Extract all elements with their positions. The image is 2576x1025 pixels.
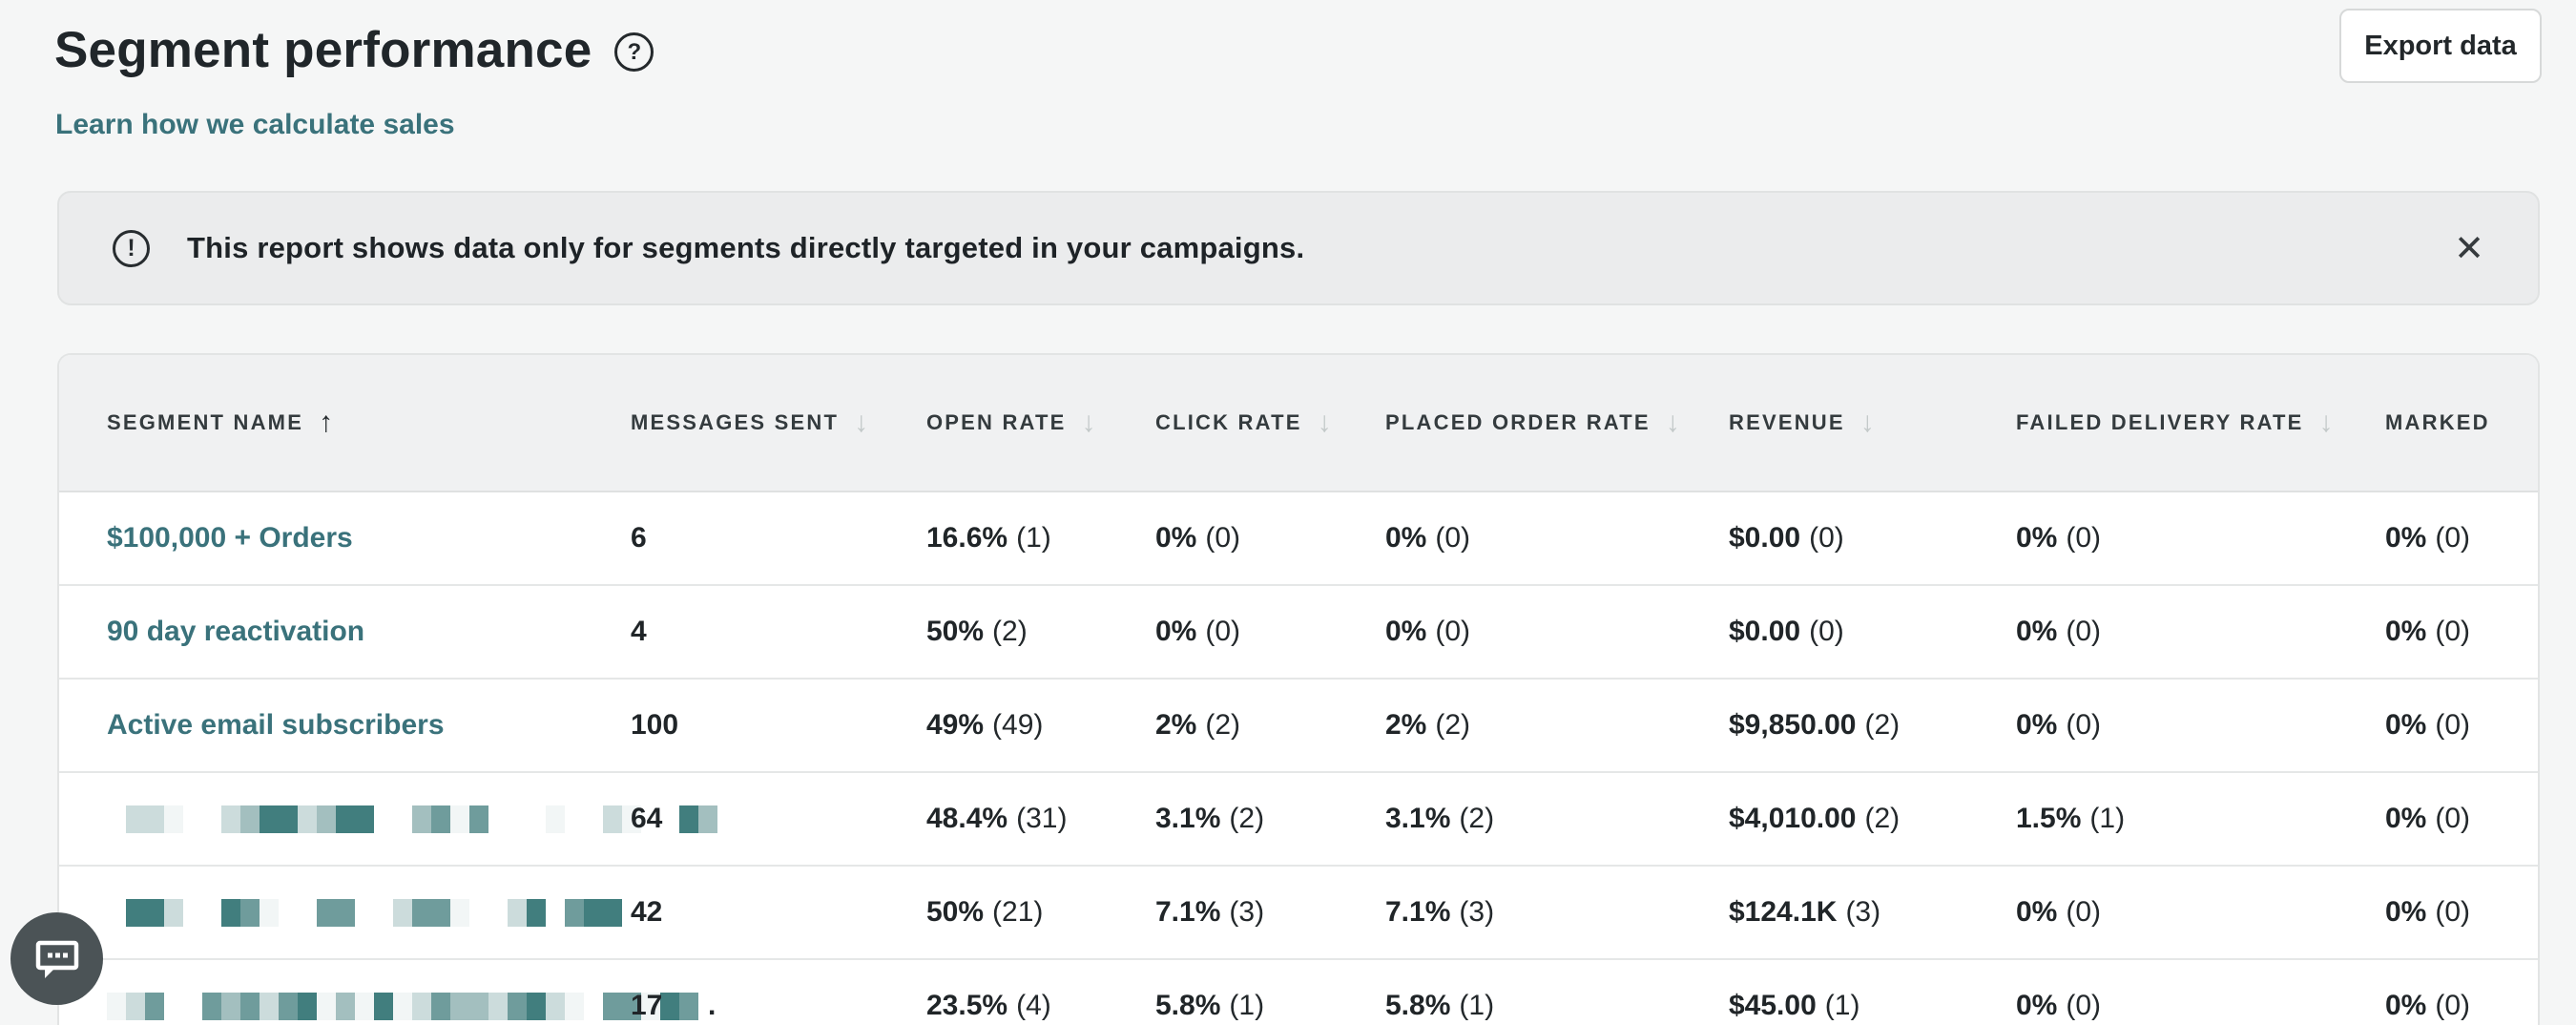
- open-rate-cell: 49% (49): [926, 709, 1044, 741]
- click-rate-cell: 3.1% (2): [1155, 803, 1265, 834]
- segment-name-cell: .: [59, 990, 716, 1022]
- column-header-label: OPEN RATE: [926, 410, 1067, 434]
- open-rate-cell: 16.6% (1): [926, 522, 1051, 554]
- column-header-label: PLACED ORDER RATE: [1385, 410, 1651, 434]
- column-header-revenue[interactable]: REVENUE ↓: [1729, 408, 2016, 437]
- column-header-label: MESSAGES SENT: [631, 410, 840, 434]
- failed-delivery-rate-cell: 0% (0): [2016, 616, 2102, 647]
- column-header-open-rate[interactable]: OPEN RATE ↓: [926, 408, 1155, 437]
- placed-order-rate-cell: 3.1% (2): [1385, 803, 1495, 834]
- export-data-button[interactable]: Export data: [2339, 9, 2542, 83]
- revenue-cell: $45.00 (1): [1729, 990, 1860, 1021]
- open-rate-cell: 48.4% (31): [926, 803, 1068, 834]
- table-row: 42 50% (21) 7.1% (3) 7.1% (3) $124.1K (3) 0% (0) 0%…: [59, 867, 2538, 960]
- column-header-segment-name[interactable]: SEGMENT NAME ↑: [59, 408, 631, 437]
- messages-sent-cell: 4: [631, 616, 647, 647]
- segment-name-cell: Active email subscribers: [59, 709, 631, 742]
- segment-performance-table: SEGMENT NAME ↑ MESSAGES SENT ↓ OPEN RATE ↓ CLI…: [57, 353, 2540, 1025]
- column-header-label: FAILED DELIVERY RATE: [2016, 410, 2304, 434]
- sort-arrow-down-icon: ↓: [1665, 407, 1682, 438]
- segment-name-link[interactable]: 90 day reactivation: [107, 616, 365, 647]
- segment-name-suffix: .: [708, 990, 717, 1021]
- placed-order-rate-cell: 0% (0): [1385, 522, 1471, 554]
- messages-sent-cell: 17: [631, 990, 663, 1021]
- click-rate-cell: 0% (0): [1155, 522, 1241, 554]
- column-header-failed-delivery-rate[interactable]: FAILED DELIVERY RATE ↓: [2016, 408, 2385, 437]
- chat-bubble-icon: [35, 940, 78, 978]
- table-row: Active email subscribers 100 49% (49) 2% (2) 2…: [59, 680, 2538, 773]
- segment-name-cell: 90 day reactivation: [59, 616, 631, 648]
- placed-order-rate-cell: 2% (2): [1385, 709, 1471, 741]
- sort-arrow-down-icon: ↓: [1859, 407, 1877, 438]
- page-title: Segment performance ?: [54, 21, 654, 79]
- marked-cell: 0% (0): [2385, 522, 2471, 554]
- failed-delivery-rate-cell: 0% (0): [2016, 896, 2102, 928]
- open-rate-cell: 50% (21): [926, 896, 1044, 928]
- sort-arrow-down-icon: ↓: [2318, 407, 2336, 438]
- revenue-cell: $124.1K (3): [1729, 896, 1881, 928]
- segment-name-cell: [59, 805, 717, 833]
- sort-arrow-up-icon: ↑: [319, 407, 336, 438]
- table-row: . 17 23.5% (4) 5.8% (1) 5.8% (1) $45.00 (1) 0% (0) 0…: [59, 960, 2538, 1025]
- failed-delivery-rate-cell: 0% (0): [2016, 709, 2102, 741]
- close-icon[interactable]: ✕: [2442, 221, 2496, 275]
- sort-arrow-down-icon: ↓: [854, 407, 871, 438]
- alert-icon: !: [113, 229, 150, 267]
- column-header-messages-sent[interactable]: MESSAGES SENT ↓: [631, 408, 926, 437]
- failed-delivery-rate-cell: 0% (0): [2016, 522, 2102, 554]
- placed-order-rate-cell: 0% (0): [1385, 616, 1471, 647]
- revenue-cell: $0.00 (0): [1729, 616, 1844, 647]
- revenue-cell: $0.00 (0): [1729, 522, 1844, 554]
- column-header-placed-order-rate[interactable]: PLACED ORDER RATE ↓: [1385, 408, 1729, 437]
- sort-arrow-down-icon: ↓: [1317, 407, 1334, 438]
- learn-how-link[interactable]: Learn how we calculate sales: [55, 109, 455, 140]
- placed-order-rate-cell: 7.1% (3): [1385, 896, 1495, 928]
- table-header-row: SEGMENT NAME ↑ MESSAGES SENT ↓ OPEN RATE ↓ CLI…: [59, 355, 2538, 492]
- click-rate-cell: 2% (2): [1155, 709, 1241, 741]
- click-rate-cell: 0% (0): [1155, 616, 1241, 647]
- table-row: $100,000 + Orders 6 16.6% (1) 0% (0) 0% (0) $0.0…: [59, 492, 2538, 586]
- redacted-segment-name[interactable]: [107, 805, 717, 833]
- messages-sent-cell: 6: [631, 522, 647, 554]
- table-body: $100,000 + Orders 6 16.6% (1) 0% (0) 0% (0) $0.0…: [59, 492, 2538, 1025]
- column-header-click-rate[interactable]: CLICK RATE ↓: [1155, 408, 1385, 437]
- column-header-label: SEGMENT NAME: [107, 410, 304, 434]
- column-header-label: MARKED: [2385, 410, 2490, 434]
- open-rate-cell: 50% (2): [926, 616, 1028, 647]
- sort-arrow-down-icon: ↓: [1081, 407, 1098, 438]
- messages-sent-cell: 100: [631, 709, 679, 741]
- marked-cell: 0% (0): [2385, 616, 2471, 647]
- revenue-cell: $4,010.00 (2): [1729, 803, 1901, 834]
- chat-fab-button[interactable]: [10, 912, 103, 1005]
- redacted-segment-name[interactable]: [107, 898, 622, 927]
- messages-sent-cell: 64: [631, 803, 663, 834]
- column-header-label: REVENUE: [1729, 410, 1845, 434]
- click-rate-cell: 7.1% (3): [1155, 896, 1265, 928]
- table-row: 64 48.4% (31) 3.1% (2) 3.1% (2) $4,010.00 (2) 1.5…: [59, 773, 2538, 867]
- failed-delivery-rate-cell: 1.5% (1): [2016, 803, 2126, 834]
- click-rate-cell: 5.8% (1): [1155, 990, 1265, 1021]
- segment-name-link[interactable]: Active email subscribers: [107, 709, 445, 741]
- banner-text: This report shows data only for segments…: [187, 231, 1305, 264]
- revenue-cell: $9,850.00 (2): [1729, 709, 1901, 741]
- segment-name-cell: [59, 898, 631, 927]
- help-icon[interactable]: ?: [614, 32, 654, 72]
- marked-cell: 0% (0): [2385, 896, 2471, 928]
- redacted-segment-name[interactable]: [107, 992, 698, 1020]
- open-rate-cell: 23.5% (4): [926, 990, 1051, 1021]
- segment-name-link[interactable]: $100,000 + Orders: [107, 522, 353, 554]
- marked-cell: 0% (0): [2385, 990, 2471, 1021]
- column-header-label: CLICK RATE: [1155, 410, 1302, 434]
- table-row: 90 day reactivation 4 50% (2) 0% (0) 0% (0) $0.0…: [59, 586, 2538, 680]
- segment-name-cell: $100,000 + Orders: [59, 522, 631, 554]
- column-header-marked[interactable]: MARKED: [2385, 410, 2538, 435]
- marked-cell: 0% (0): [2385, 803, 2471, 834]
- page-title-text: Segment performance: [54, 22, 592, 78]
- marked-cell: 0% (0): [2385, 709, 2471, 741]
- placed-order-rate-cell: 5.8% (1): [1385, 990, 1495, 1021]
- info-banner: ! This report shows data only for segmen…: [57, 191, 2540, 305]
- messages-sent-cell: 42: [631, 896, 663, 928]
- failed-delivery-rate-cell: 0% (0): [2016, 990, 2102, 1021]
